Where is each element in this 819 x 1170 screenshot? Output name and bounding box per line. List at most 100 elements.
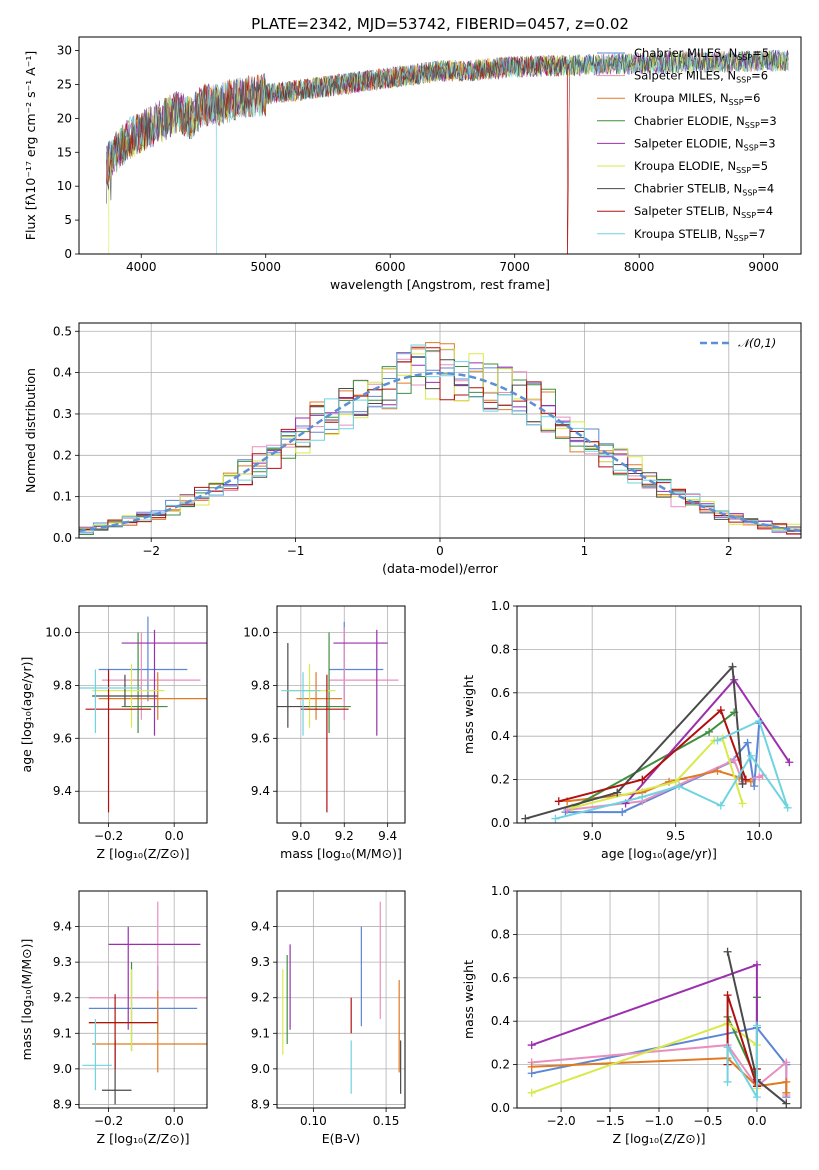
y-tick-label: 1.0 <box>491 599 510 613</box>
y-tick-label: 5 <box>64 213 72 227</box>
y-tick-label: 0.0 <box>491 1101 510 1115</box>
weight-point <box>613 788 622 797</box>
x-tick-label: −1.0 <box>644 1114 673 1128</box>
y-tick-label: 0.2 <box>491 773 510 787</box>
weight-series-4 <box>624 678 791 805</box>
y-tick-label: 9.6 <box>251 731 270 745</box>
y-tick-label: 0.6 <box>491 686 510 700</box>
y-tick-label: 9.4 <box>53 920 72 934</box>
y-tick-label: 9.2 <box>53 991 72 1005</box>
x-tick-label: 0.0 <box>747 1114 766 1128</box>
x-tick-label: 4000 <box>126 260 157 274</box>
y-tick-label: 9.6 <box>53 731 72 745</box>
weight-series-8 <box>726 1025 758 1101</box>
y-tick-label: 0.4 <box>491 1014 510 1028</box>
weight-point <box>671 777 680 786</box>
weight-point <box>618 808 627 817</box>
x-axis-label: (data-model)/error <box>382 561 499 576</box>
y-tick-label: 0.6 <box>491 971 510 985</box>
legend-entry: Chabrier ELODIE, NSSP=3 <box>634 114 777 130</box>
legend-entry: 𝒩(0,1) <box>738 336 776 350</box>
weight-point <box>755 717 764 726</box>
weight-point <box>752 1093 761 1102</box>
y-tick-label: 20 <box>57 111 72 125</box>
weight-point <box>743 738 752 747</box>
weight-point <box>705 727 714 736</box>
weight-point <box>746 751 755 760</box>
x-tick-label: −0.5 <box>693 1114 722 1128</box>
plot-frame <box>516 890 802 1109</box>
mass-vs-ebv-panel: 0.10 0.15 8.9 9.0 9.1 9.2 9.3 9.4 E(B-V) <box>251 890 406 1146</box>
weight-point <box>782 1088 791 1097</box>
weight-point <box>746 777 755 786</box>
x-tick-label: 8000 <box>624 260 655 274</box>
y-tick-label: 1.0 <box>491 884 510 898</box>
y-tick-label: 0.2 <box>53 448 72 462</box>
x-tick-label: 9.0 <box>583 829 602 843</box>
x-tick-label: −1.5 <box>595 1114 624 1128</box>
y-tick-label: 25 <box>57 77 72 91</box>
weight-point <box>752 960 761 969</box>
plot-frame <box>78 322 802 539</box>
x-tick-label: 0.10 <box>300 1114 327 1128</box>
mass-vs-metallicity-panel: −0.2 0.0 8.9 9.0 9.1 9.2 9.3 9.4 Z [log₁₀(Z/Z⊙)]… <box>19 890 208 1146</box>
y-tick-label: 0.8 <box>491 642 510 656</box>
spectrum-panel: 4000 5000 6000 7000 8000 9000 0 5 10 15 20 25 30 wave… <box>23 36 802 292</box>
x-tick-label: 5000 <box>250 260 281 274</box>
x-axis-label: Z [log₁₀(Z/Z⊙)] <box>97 846 190 861</box>
weight-point <box>728 662 737 671</box>
weight-lines <box>521 662 794 823</box>
y-tick-label: 0.3 <box>53 407 72 421</box>
legend-entry: Salpeter ELODIE, NSSP=3 <box>634 136 776 152</box>
y-tick-label: 9.4 <box>251 920 270 934</box>
spectrum-series-6 <box>106 50 789 204</box>
y-tick-label: 9.1 <box>251 1026 270 1040</box>
legend-entry: Salpeter MILES, NSSP=6 <box>634 69 768 85</box>
y-tick-label: 8.9 <box>251 1097 270 1111</box>
y-tick-label: 9.4 <box>53 784 72 798</box>
x-tick-label: 6000 <box>375 260 406 274</box>
errorbars <box>82 901 207 1105</box>
x-tick-label: −1 <box>287 544 305 558</box>
weight-point <box>741 775 750 784</box>
y-tick-label: 9.2 <box>251 991 270 1005</box>
y-tick-label: 9.8 <box>251 678 270 692</box>
weight-point <box>716 706 725 715</box>
weight-point <box>723 991 732 1000</box>
weight-point <box>713 766 722 775</box>
weight-point <box>638 775 647 784</box>
y-axis-label: mass weight <box>461 960 476 1039</box>
weight-point <box>723 947 732 956</box>
weight-series-8 <box>555 719 789 820</box>
normal-curve <box>79 371 801 533</box>
y-tick-label: 0.4 <box>53 366 72 380</box>
legend-entry: Salpeter STELIB, NSSP=4 <box>634 204 773 220</box>
weight-lines <box>527 947 791 1108</box>
x-tick-label: 0 <box>436 544 444 558</box>
y-tick-label: 30 <box>57 44 72 58</box>
weight-point <box>738 779 747 788</box>
plot-frame <box>78 36 802 255</box>
x-axis-label: wavelength [Angstrom, rest frame] <box>330 277 550 292</box>
weight-point <box>675 782 684 791</box>
age-vs-mass-panel: 9.0 9.2 9.4 9.4 9.6 9.8 10.0 mass [log₁₀(M/M⊙)] <box>243 605 406 861</box>
figure-title: PLATE=2342, MJD=53742, FIBERID=0457, z=0… <box>251 15 629 33</box>
plot-frame <box>276 890 406 1109</box>
errorbars <box>79 616 207 813</box>
y-tick-label: 9.3 <box>251 955 270 969</box>
weight-point <box>752 1021 761 1030</box>
weight-point <box>723 1077 732 1086</box>
weight-point <box>527 1088 536 1097</box>
x-tick-label: 9.5 <box>666 829 685 843</box>
spectrum-series-8 <box>106 50 789 254</box>
weight-point <box>521 814 530 823</box>
y-tick-label: 10.0 <box>243 625 270 639</box>
y-tick-label: 0.8 <box>491 927 510 941</box>
x-axis-label: age [log₁₀(age/yr)] <box>601 846 717 861</box>
y-tick-label: 9.0 <box>53 1062 72 1076</box>
y-tick-label: 0.2 <box>491 1058 510 1072</box>
legend-entry: Kroupa STELIB, NSSP=7 <box>634 227 765 243</box>
x-tick-label: −2 <box>142 544 160 558</box>
y-axis-label: mass weight <box>461 675 476 754</box>
